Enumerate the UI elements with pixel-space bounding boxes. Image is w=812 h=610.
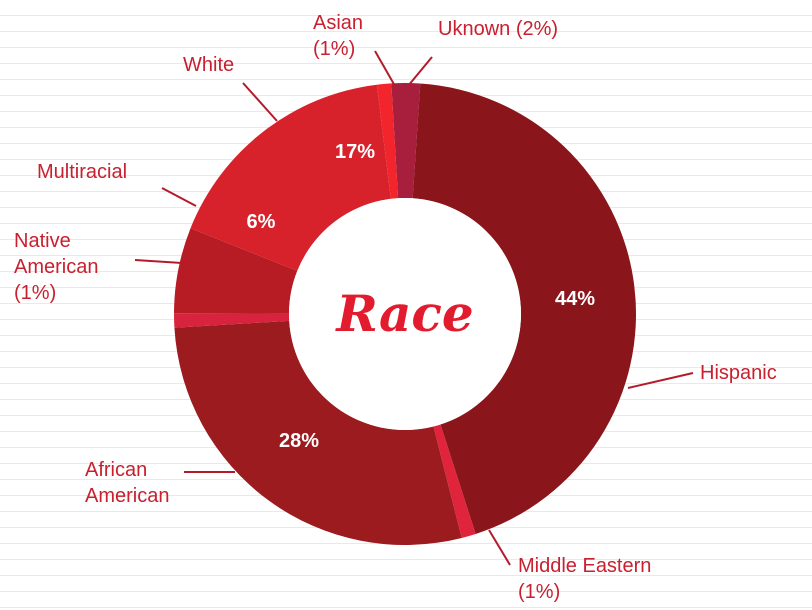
slice-native-american <box>174 313 290 328</box>
outer-label: Hispanic <box>700 362 777 384</box>
percent-label: 28% <box>279 430 319 452</box>
slice-hispanic <box>412 83 636 534</box>
leader-line <box>627 372 694 389</box>
leader-lines-group <box>134 50 694 566</box>
outer-label: Native American (1%) <box>14 230 98 304</box>
chart-title: Race <box>334 284 473 343</box>
slices-group <box>174 83 636 545</box>
donut-center <box>289 198 521 430</box>
slice-asian <box>376 83 399 199</box>
percent-label: 44% <box>555 288 595 310</box>
percent-label: 17% <box>335 141 375 163</box>
slice-uknown <box>391 83 421 199</box>
outer-label: Uknown (2%) <box>438 18 558 40</box>
leader-line <box>242 82 278 122</box>
outer-label: Multiracial <box>37 161 127 183</box>
slice-white <box>190 84 391 271</box>
slice-african-american <box>174 320 462 545</box>
slice-multiracial <box>174 228 298 314</box>
leader-line <box>134 259 183 264</box>
slice-middle-eastern <box>433 424 476 538</box>
percent-labels-group: 44% 28% 6% 17% <box>247 141 596 452</box>
leader-line <box>488 529 511 566</box>
percent-label: 6% <box>247 211 276 233</box>
leader-line <box>374 50 396 87</box>
outer-label: Asian (1%) <box>313 12 363 60</box>
outer-labels-group: Uknown (2%) Hispanic Middle Eastern (1%) Afr… <box>14 12 777 603</box>
outer-label: Middle Eastern (1%) <box>518 555 651 603</box>
leader-line <box>161 187 197 207</box>
leader-line <box>407 56 433 87</box>
outer-label: African American <box>85 459 169 507</box>
outer-label: White <box>183 54 234 76</box>
